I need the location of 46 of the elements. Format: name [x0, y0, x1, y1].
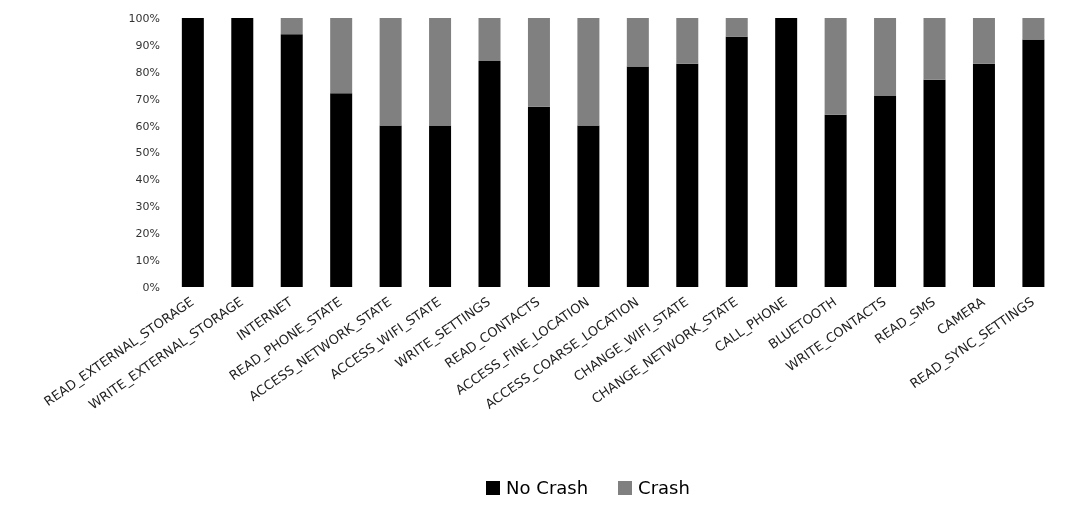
- bar: [676, 63, 699, 287]
- y-tick-label: 20%: [135, 227, 160, 241]
- bar: [824, 18, 847, 115]
- bar: [280, 18, 303, 35]
- bar: [527, 18, 550, 107]
- bar: [330, 93, 353, 287]
- bar: [824, 114, 847, 287]
- bar: [775, 18, 798, 287]
- bar: [330, 18, 353, 94]
- bar: [577, 125, 600, 287]
- y-tick-label: 90%: [135, 38, 160, 52]
- bar: [577, 18, 600, 126]
- bar: [725, 18, 748, 37]
- y-tick-label: 100%: [128, 11, 160, 25]
- y-tick-label: 70%: [135, 92, 160, 106]
- bar: [379, 18, 402, 126]
- bar: [923, 79, 946, 287]
- bar: [874, 96, 897, 287]
- bar: [478, 61, 501, 287]
- bar: [972, 18, 995, 64]
- bar: [379, 125, 402, 287]
- y-tick-label: 10%: [135, 254, 160, 268]
- bar: [923, 18, 946, 80]
- y-tick-label: 30%: [135, 200, 160, 214]
- bar: [429, 18, 452, 126]
- bar: [181, 18, 204, 287]
- bar: [1022, 39, 1045, 287]
- bar: [972, 63, 995, 287]
- y-tick-label: 80%: [135, 65, 160, 79]
- y-tick-label: 50%: [135, 146, 160, 160]
- bar: [626, 66, 649, 287]
- bar: [676, 18, 699, 64]
- bar: [874, 18, 897, 97]
- bar: [527, 106, 550, 287]
- y-tick-label: 60%: [135, 119, 160, 133]
- legend-label: No Crash: [506, 477, 589, 498]
- y-tick-label: 0%: [142, 280, 160, 294]
- bar: [429, 125, 452, 287]
- bar: [280, 34, 303, 287]
- bar: [626, 18, 649, 67]
- bar: [231, 18, 254, 287]
- legend-label: Crash: [638, 477, 690, 498]
- y-tick-label: 40%: [135, 173, 160, 187]
- bar: [478, 18, 501, 62]
- bar: [725, 36, 748, 287]
- bar: [1022, 18, 1045, 40]
